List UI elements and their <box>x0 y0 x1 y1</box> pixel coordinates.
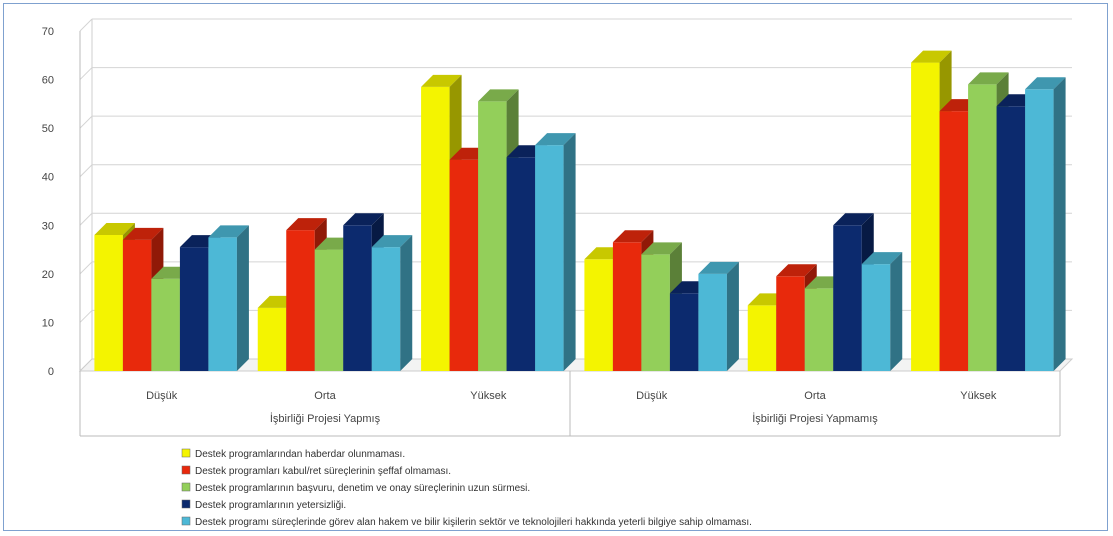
gridline-side <box>79 212 93 226</box>
bar-top <box>861 252 903 265</box>
bar <box>94 235 123 371</box>
bar <box>861 264 891 371</box>
bar-top <box>478 89 519 102</box>
legend-label: Destek programı süreçlerinde görev alan … <box>195 517 752 528</box>
bar <box>122 239 152 371</box>
gridline-side <box>79 18 93 32</box>
y-tick-label: 40 <box>42 172 54 184</box>
bar-top <box>968 72 1009 85</box>
bar <box>506 157 536 371</box>
legend-label: Destek programlarının yetersizliği. <box>195 500 346 511</box>
bar <box>641 254 670 371</box>
bar <box>535 145 564 371</box>
legend-swatch <box>181 482 191 492</box>
bar-top <box>911 50 952 63</box>
bar-side <box>890 252 903 371</box>
bar-top <box>421 74 462 87</box>
y-tick-label: 10 <box>42 317 54 329</box>
bar-top <box>343 213 384 226</box>
x-tick-label: Orta <box>804 390 826 402</box>
bar <box>208 237 237 371</box>
bar-top <box>94 223 135 235</box>
bar <box>612 242 642 371</box>
bar <box>314 249 344 371</box>
bar <box>698 273 727 371</box>
y-tick-label: 50 <box>42 123 54 135</box>
x-tick-label: Orta <box>314 390 336 402</box>
legend-swatch <box>181 465 191 475</box>
bar-top <box>776 264 817 277</box>
bar <box>669 293 699 371</box>
y-tick-label: 70 <box>42 26 54 38</box>
x-tick-label: Yüksek <box>960 390 997 402</box>
bar <box>584 259 613 371</box>
bar-side <box>1053 77 1066 372</box>
bar <box>776 276 805 371</box>
y-tick-label: 30 <box>42 220 54 232</box>
legend-label: Destek programları kabul/ret süreçlerini… <box>195 466 451 477</box>
bar <box>257 307 287 371</box>
bar-top <box>1025 77 1066 90</box>
legend-swatch <box>181 516 191 526</box>
bar-top <box>535 133 576 146</box>
x-group-label: İşbirliği Projesi Yapmamış <box>752 412 878 425</box>
x-tick-label: Düşük <box>636 390 668 402</box>
x-tick-label: Yüksek <box>470 390 507 402</box>
gridline-side <box>79 310 93 323</box>
bar <box>371 247 401 371</box>
bar-top <box>122 227 164 240</box>
bar-top <box>208 225 249 238</box>
gridline-side <box>79 115 93 129</box>
bar <box>421 86 450 371</box>
bar-top <box>833 213 874 226</box>
legend-label: Destek programlarının başvuru, denetim v… <box>195 483 530 494</box>
bar-top <box>641 242 682 255</box>
legend-label: Destek programlarından haberdar olunmama… <box>195 449 405 460</box>
y-tick-label: 20 <box>42 269 54 281</box>
x-tick-label: Düşük <box>146 390 178 402</box>
bar <box>1025 89 1054 372</box>
bar-chart: 0 10 20 30 40 50 60 70 Düşük Orta Yüksek Düşük Orta Y… <box>42 18 1074 528</box>
bar <box>804 288 834 371</box>
bar <box>449 159 479 371</box>
bar <box>478 101 507 371</box>
bar-top <box>286 218 327 231</box>
y-tick-label: 0 <box>48 366 54 378</box>
gridline-side <box>79 261 93 275</box>
chart-frame: 0 10 20 30 40 50 60 70 Düşük Orta Yüksek Düşük Orta Y… <box>3 3 1108 531</box>
bar <box>747 305 777 371</box>
legend-swatch <box>181 448 191 458</box>
x-group-label: İşbirliği Projesi Yapmış <box>270 412 381 425</box>
bar <box>343 225 372 371</box>
bar-top <box>612 230 654 243</box>
gridline-side <box>79 164 93 178</box>
bar-side <box>400 235 413 371</box>
bar <box>939 111 969 372</box>
bar <box>151 278 180 371</box>
bar <box>968 84 997 371</box>
y-tick-label: 60 <box>42 75 54 87</box>
bar <box>911 62 940 371</box>
bar-side <box>563 133 576 371</box>
bar-side <box>236 225 249 371</box>
bar-top <box>371 235 413 248</box>
bar-top <box>698 261 739 274</box>
bar <box>286 230 315 371</box>
bar <box>996 106 1026 372</box>
bar <box>833 225 862 371</box>
bar <box>179 247 209 371</box>
legend-swatch <box>181 499 191 509</box>
gridline-side <box>79 67 93 80</box>
bar-side <box>726 261 739 371</box>
